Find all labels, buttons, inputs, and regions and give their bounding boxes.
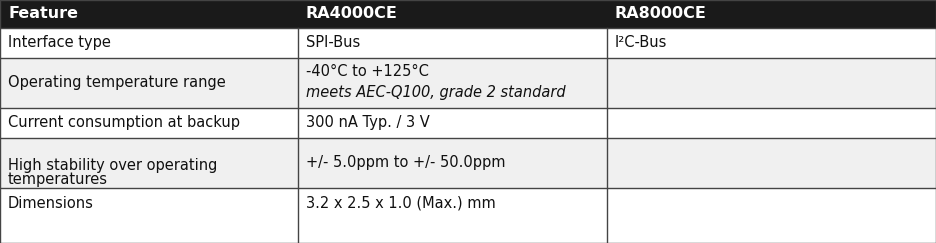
Bar — [0, 138, 936, 188]
Text: +/- 5.0ppm to +/- 50.0ppm: +/- 5.0ppm to +/- 50.0ppm — [306, 156, 505, 171]
Text: meets AEC-Q100, grade 2 standard: meets AEC-Q100, grade 2 standard — [306, 86, 565, 101]
Text: 300 nA Typ. / 3 V: 300 nA Typ. / 3 V — [306, 115, 430, 130]
Text: -40°C to +125°C: -40°C to +125°C — [306, 64, 429, 79]
Text: High stability over operating: High stability over operating — [8, 158, 217, 173]
Text: Feature: Feature — [8, 7, 78, 21]
Bar — [0, 188, 936, 218]
Text: Dimensions: Dimensions — [8, 196, 94, 210]
Bar — [0, 108, 936, 138]
Text: RA4000CE: RA4000CE — [306, 7, 398, 21]
Text: RA8000CE: RA8000CE — [615, 7, 707, 21]
Text: SPI-Bus: SPI-Bus — [306, 35, 360, 51]
Bar — [0, 0, 936, 28]
Bar — [0, 58, 936, 108]
Text: 3.2 x 2.5 x 1.0 (Max.) mm: 3.2 x 2.5 x 1.0 (Max.) mm — [306, 196, 495, 210]
Text: I²C-Bus: I²C-Bus — [615, 35, 667, 51]
Bar — [0, 28, 936, 58]
Text: temperatures: temperatures — [8, 172, 108, 187]
Text: Operating temperature range: Operating temperature range — [8, 76, 226, 90]
Text: Current consumption at backup: Current consumption at backup — [8, 115, 240, 130]
Text: Interface type: Interface type — [8, 35, 110, 51]
